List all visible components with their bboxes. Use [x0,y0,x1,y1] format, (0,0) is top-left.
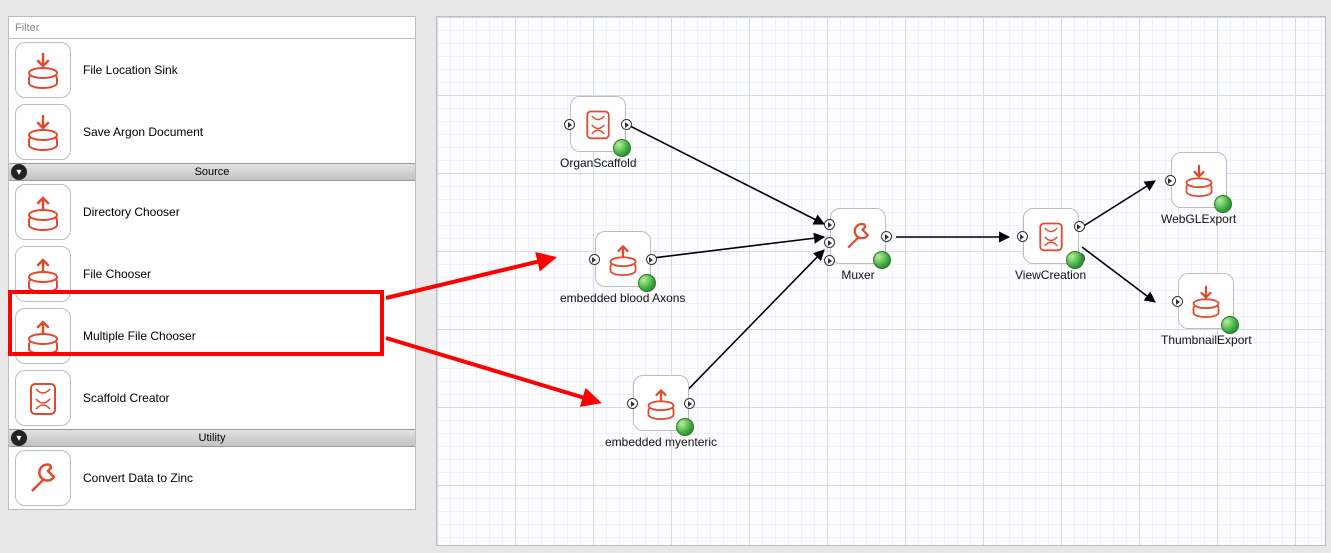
port-in[interactable] [1172,296,1183,307]
palette-sidebar: Filter File Location Sink Save Argon Doc… [8,16,416,510]
scaffold-icon [15,370,71,426]
sink-icon [15,104,71,160]
palette-item-label: Multiple File Chooser [83,329,196,343]
section-title: Utility [199,432,226,444]
wrench-icon [830,208,886,264]
palette-item-label: Convert Data to Zinc [83,471,193,485]
node-muxer[interactable]: Muxer [830,208,886,282]
sink-icon [1178,273,1234,329]
palette-item[interactable]: Convert Data to Zinc [9,447,415,509]
source-icon [15,184,71,240]
palette-item-label: File Chooser [83,267,151,281]
workflow-edge [628,125,824,224]
port-in[interactable] [824,219,835,230]
palette-item-label: Save Argon Document [83,125,203,139]
port-in[interactable] [589,254,600,265]
palette-item[interactable]: Multiple File Chooser [9,305,415,367]
workflow-edge [1082,181,1155,227]
node-label: ThumbnailExport [1161,333,1252,347]
node-label: OrganScaffold [560,156,637,170]
source-icon [595,231,651,287]
node-label: WebGLExport [1161,212,1236,226]
node-blood[interactable]: embedded blood Axons [560,231,685,305]
port-out[interactable] [684,398,695,409]
port-in[interactable] [564,119,575,130]
port-in[interactable] [1017,231,1028,242]
status-badge [1221,316,1239,334]
chevron-down-icon: ▾ [11,164,27,180]
source-icon [15,308,71,364]
status-badge [873,251,891,269]
port-in[interactable] [1165,175,1176,186]
palette-item[interactable]: Scaffold Creator [9,367,415,429]
palette-item[interactable]: Directory Chooser [9,181,415,243]
port-out[interactable] [881,231,892,242]
status-badge [638,274,656,292]
section-header-source[interactable]: ▾ Source [9,163,415,181]
node-myenteric[interactable]: embedded myenteric [605,375,717,449]
port-in[interactable] [824,237,835,248]
status-badge [676,418,694,436]
workflow-canvas[interactable]: OrganScaffold embedded blood Axons embed… [436,16,1326,546]
palette-item[interactable]: Save Argon Document [9,101,415,163]
node-label: embedded myenteric [605,435,717,449]
section-header-utility[interactable]: ▾ Utility [9,429,415,447]
palette-item[interactable]: File Chooser [9,243,415,305]
wrench-icon [15,450,71,506]
node-label: Muxer [830,268,886,282]
port-in[interactable] [824,255,835,266]
scaffold-icon [570,96,626,152]
palette-item-label: Directory Chooser [83,205,180,219]
status-badge [1214,195,1232,213]
source-icon [633,375,689,431]
workflow-edge [1082,247,1155,302]
filter-input[interactable]: Filter [9,17,415,39]
section-title: Source [195,166,230,178]
palette-item-label: Scaffold Creator [83,391,170,405]
source-icon [15,246,71,302]
palette-item[interactable]: File Location Sink [9,39,415,101]
node-label: ViewCreation [1015,268,1086,282]
port-out[interactable] [621,119,632,130]
node-organ[interactable]: OrganScaffold [560,96,637,170]
node-webgl[interactable]: WebGLExport [1161,152,1236,226]
port-in[interactable] [627,398,638,409]
sink-icon [1171,152,1227,208]
node-label: embedded blood Axons [560,291,685,305]
node-thumb[interactable]: ThumbnailExport [1161,273,1252,347]
palette-item-label: File Location Sink [83,63,178,77]
scaffold-icon [1023,208,1079,264]
chevron-down-icon: ▾ [11,430,27,446]
sink-icon [15,42,71,98]
port-out[interactable] [646,254,657,265]
status-badge [1066,251,1084,269]
node-view[interactable]: ViewCreation [1015,208,1086,282]
port-out[interactable] [1074,221,1085,232]
status-badge [613,139,631,157]
